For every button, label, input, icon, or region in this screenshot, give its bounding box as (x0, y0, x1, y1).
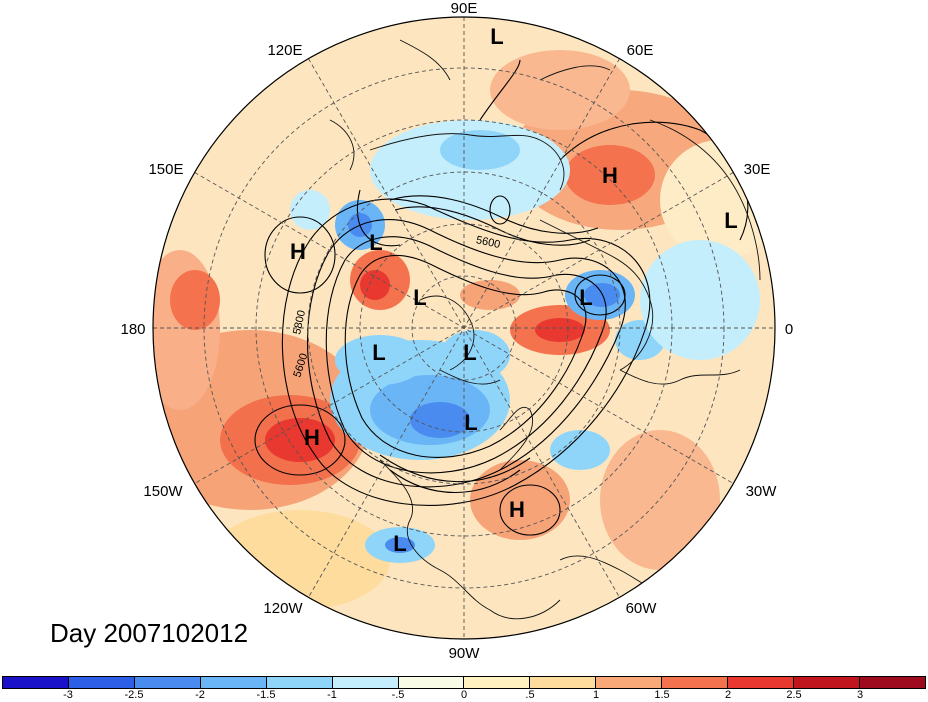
low-center: L (369, 230, 382, 255)
colorbar-box (464, 677, 531, 688)
colorbar-box (662, 677, 729, 688)
lon-label-180: 180 (120, 321, 145, 338)
contour-label-5800: 5800 (291, 309, 308, 335)
colorbar-tick-label: 1 (592, 689, 600, 701)
colorbar-tick-label: -1.5 (256, 689, 276, 701)
low-center: L (724, 208, 737, 233)
lon-label-0: 0 (785, 321, 793, 338)
colorbar-tick-label: 0 (460, 689, 468, 701)
low-center: L (413, 285, 426, 310)
colorbar-tick-label: -2 (195, 689, 205, 701)
low-center: L (464, 410, 477, 435)
colorbar (2, 676, 926, 689)
lon-label-120w: 120W (263, 600, 303, 617)
colorbar-tick-label: -3 (63, 689, 73, 701)
colorbar-box (398, 677, 465, 688)
colorbar-box (332, 677, 399, 688)
lon-label-150w: 150W (143, 483, 183, 500)
colorbar-tick-label: -2.5 (124, 689, 144, 701)
date-label: Day 2007102012 (50, 618, 249, 648)
colorbar-box (530, 677, 597, 688)
contour-label-5600: 5600 (475, 234, 501, 251)
low-center: L (579, 285, 592, 310)
contour-value-labels: 5600 5800 5600 (291, 234, 501, 379)
low-center: L (490, 24, 503, 49)
colorbar-tick-labels: -3 -2.5 -2 -1.5 -1 -.5 0 .5 1 1.5 2 2.5 3 (0, 689, 928, 702)
colorbar-box (134, 677, 201, 688)
colorbar-box (68, 677, 135, 688)
colorbar-tick-label: 1.5 (654, 689, 670, 701)
high-center: H (509, 497, 525, 522)
colorbar-tick-label: 2.5 (786, 689, 802, 701)
map-border (152, 16, 776, 640)
graticule (153, 17, 775, 639)
colorbar-tick-label: 2 (724, 689, 732, 701)
colorbar-box (200, 677, 267, 688)
low-center: L (372, 340, 385, 365)
colorbar-tick-label: -.5 (391, 689, 405, 701)
lon-label-60w: 60W (626, 600, 658, 617)
colorbar-box (596, 677, 663, 688)
low-center: L (393, 531, 406, 556)
lon-label-90e: 90E (451, 0, 478, 17)
colorbar-box (728, 677, 795, 688)
colorbar-box (3, 677, 69, 688)
lon-label-30e: 30E (744, 161, 771, 178)
high-center: H (290, 239, 306, 264)
colorbar-tick-label: 3 (856, 689, 864, 701)
high-center: H (304, 425, 320, 450)
lon-label-120e: 120E (267, 42, 302, 59)
colorbar-tick-label: -1 (327, 689, 337, 701)
colorbar-tick-label: .5 (525, 689, 535, 701)
pressure-centers: L L H L H L L L L L L H H (290, 24, 738, 556)
colorbar-box (794, 677, 860, 688)
longitude-labels: 90E 60E 30E 0 30W 60W 90W 120W 150W 180 … (120, 0, 793, 662)
lon-label-60e: 60E (627, 42, 654, 59)
anomaly-field (153, 17, 775, 639)
lon-label-30w: 30W (746, 483, 778, 500)
lon-label-150e: 150E (148, 161, 183, 178)
colorbar-box (266, 677, 333, 688)
high-center: H (602, 163, 618, 188)
low-center: L (463, 340, 476, 365)
colorbar-box (859, 677, 925, 688)
lon-label-90w: 90W (449, 645, 481, 662)
